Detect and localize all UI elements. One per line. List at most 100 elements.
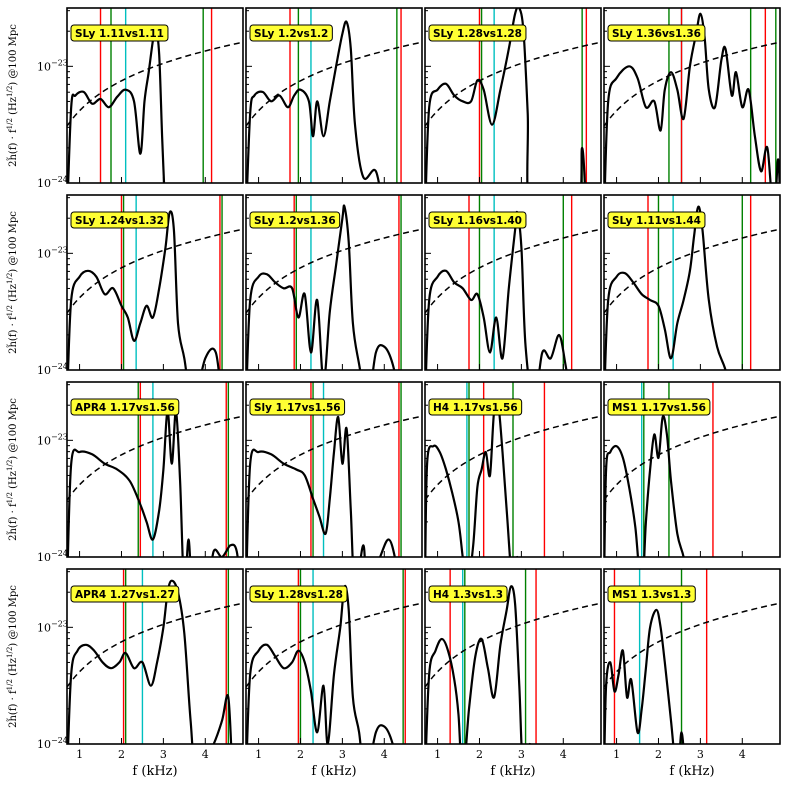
x-tick-label: 3 — [518, 748, 525, 761]
panel-frame — [66, 568, 244, 745]
panel-badge — [249, 211, 341, 229]
panel-title: SLy 1.28vs1.28 — [254, 589, 343, 601]
x-tick-label: 2 — [476, 748, 483, 761]
panel-12: MS1 1.17vs1.56 — [603, 381, 781, 558]
y-tick-label: 10−23 — [37, 619, 68, 634]
panel-13: 10−23 10−24 1 2 3 4 f (kHz) APR4 1.27vs1.27 — [37, 568, 244, 779]
noise-curve — [425, 41, 601, 127]
x-axis-label: f (kHz) — [669, 764, 714, 779]
y-axis-label: 2h̃(f) · f1/2 (Hz1/2) @100 Mpc — [6, 24, 19, 167]
x-tick-label: 1 — [255, 748, 262, 761]
panel-title: SLy 1.36vs1.36 — [612, 28, 701, 40]
x-tick-label: 3 — [697, 748, 704, 761]
panel-title: SLy 1.16vs1.40 — [433, 215, 522, 227]
x-tick-label: 4 — [560, 748, 567, 761]
x-tick-label: 2 — [655, 748, 662, 761]
noise-curve — [604, 41, 780, 127]
panel-title: APR4 1.17vs1.56 — [75, 402, 175, 414]
panel-badge — [607, 211, 706, 229]
x-tick-label: 3 — [160, 748, 167, 761]
signal-curve — [67, 26, 166, 183]
x-tick-label: 1 — [434, 748, 441, 761]
panel-frame — [603, 568, 781, 745]
panel-6: SLy 1.2vs1.36 — [245, 194, 423, 371]
plot-area — [425, 569, 601, 744]
y-tick-label: 10−24 — [37, 736, 68, 751]
panel-title: MS1 1.17vs1.56 — [612, 402, 706, 414]
signal-curve — [604, 205, 727, 370]
signal-curve — [246, 204, 396, 370]
panel-frame — [245, 7, 423, 184]
panel-badge — [249, 585, 348, 603]
noise-curve — [246, 41, 422, 127]
noise-curve — [246, 228, 422, 314]
panel-title: H4 1.17vs1.56 — [433, 402, 518, 414]
panel-frame — [424, 381, 602, 558]
noise-curve — [246, 415, 422, 501]
plot-area — [67, 195, 243, 370]
panel-badge — [70, 24, 169, 42]
x-tick-label: 2 — [297, 748, 304, 761]
noise-curve — [67, 41, 243, 127]
panel-badge — [70, 211, 169, 229]
panel-16: 1 2 3 4 f (kHz) MS1 1.3vs1.3 — [603, 568, 781, 779]
signal-curve — [67, 579, 233, 744]
panel-1: 10−23 10−24 SLy 1.11vs1.11 — [37, 7, 244, 190]
panel-badge — [70, 398, 180, 416]
panel-title: SLy 1.11vs1.11 — [75, 28, 164, 40]
noise-curve — [425, 602, 601, 688]
x-tick-label: 4 — [739, 748, 746, 761]
panel-title: APR4 1.27vs1.27 — [75, 589, 175, 601]
signal-curve — [246, 415, 396, 557]
y-axis-label: 2h̃(f) · f1/2 (Hz1/2) @100 Mpc — [6, 585, 19, 728]
signal-curve — [67, 410, 239, 557]
x-tick-label: 3 — [339, 748, 346, 761]
y-tick-label: 10−24 — [37, 549, 68, 564]
noise-curve — [604, 415, 780, 501]
x-tick-label: 1 — [613, 748, 620, 761]
signal-curve — [425, 210, 568, 370]
noise-curve — [604, 602, 780, 688]
panel-14: 1 2 3 4 f (kHz) SLy 1.28vs1.28 — [245, 568, 423, 779]
panel-title: SLy 1.2vs1.36 — [254, 215, 336, 227]
panel-title: Sly 1.17vs1.56 — [254, 402, 341, 414]
signal-curve — [67, 210, 220, 370]
y-tick-label: 10−23 — [37, 245, 68, 260]
signal-curve — [425, 399, 519, 557]
panel-11: H4 1.17vs1.56 — [424, 381, 602, 558]
panel-title: H4 1.3vs1.3 — [433, 589, 503, 601]
signal-curve — [246, 20, 381, 183]
signal-curve — [604, 415, 685, 557]
panel-frame — [424, 7, 602, 184]
signal-curve — [425, 585, 532, 744]
panel-badge — [428, 398, 523, 416]
x-axis-label: f (kHz) — [490, 764, 535, 779]
panel-9: 10−23 10−24 APR4 1.17vs1.56 — [37, 381, 244, 564]
panel-frame — [245, 381, 423, 558]
panel-title: SLy 1.28vs1.28 — [433, 28, 522, 40]
x-axis-label: f (kHz) — [311, 764, 356, 779]
panel-2: SLy 1.2vs1.2 — [245, 7, 423, 184]
x-tick-label: 2 — [118, 748, 125, 761]
x-tick-label: 4 — [202, 748, 209, 761]
noise-curve — [604, 228, 780, 314]
panel-frame — [245, 568, 423, 745]
panel-frame — [424, 194, 602, 371]
panel-frame — [424, 568, 602, 745]
panel-title: SLy 1.11vs1.44 — [612, 215, 701, 227]
panel-8: SLy 1.11vs1.44 — [603, 194, 781, 371]
panel-badge — [428, 24, 527, 42]
signal-curve — [246, 584, 394, 744]
y-tick-label: 10−24 — [37, 175, 68, 190]
panel-frame — [245, 194, 423, 371]
panel-frame — [66, 381, 244, 558]
panel-title: SLy 1.2vs1.2 — [254, 28, 328, 40]
panel-title: SLy 1.24vs1.32 — [75, 215, 164, 227]
panel-10: Sly 1.17vs1.56 — [245, 381, 423, 558]
panel-frame — [66, 7, 244, 184]
panel-4: SLy 1.36vs1.36 — [603, 7, 781, 184]
panel-frame — [603, 194, 781, 371]
panel-title: MS1 1.3vs1.3 — [612, 589, 691, 601]
noise-curve — [67, 228, 243, 314]
